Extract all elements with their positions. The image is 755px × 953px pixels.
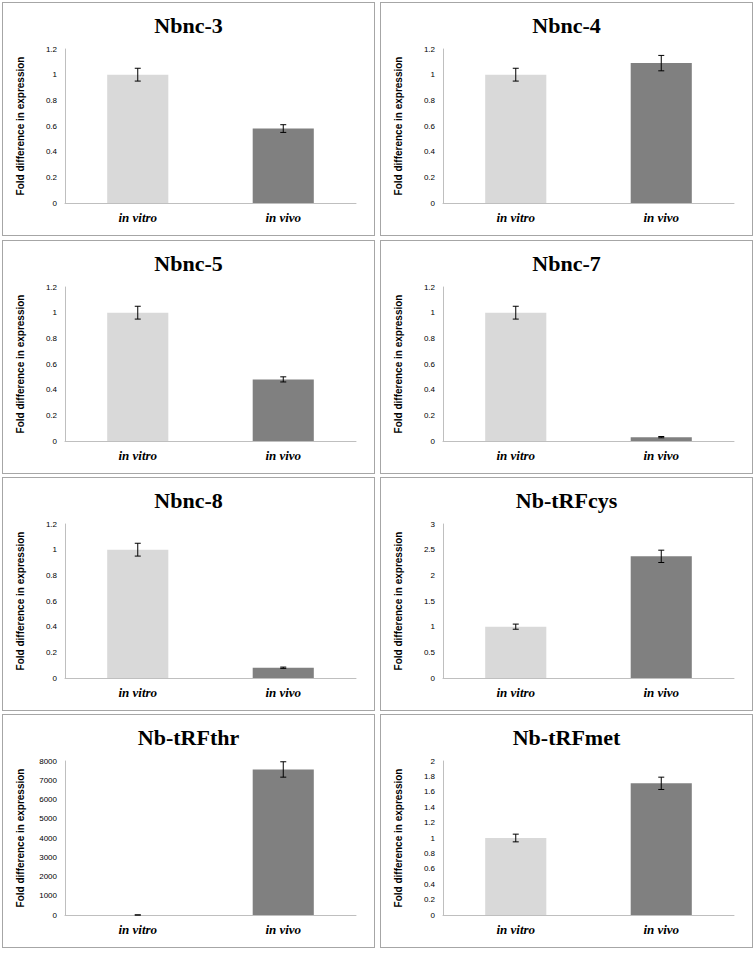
svg-text:1.2: 1.2 [46,520,58,529]
svg-text:0.8: 0.8 [424,849,436,858]
svg-text:in vivo: in vivo [265,448,301,463]
svg-text:1: 1 [431,70,436,79]
svg-text:1.5: 1.5 [424,597,436,606]
svg-text:in vivo: in vivo [265,922,301,937]
svg-text:8000: 8000 [39,757,57,766]
svg-text:Fold difference in expression: Fold difference in expression [15,532,26,671]
svg-text:0: 0 [53,674,58,683]
svg-text:Nb-tRFmet: Nb-tRFmet [513,725,621,750]
svg-text:0: 0 [431,911,436,920]
svg-text:0.8: 0.8 [46,96,58,105]
svg-text:Nbnc-4: Nbnc-4 [532,13,600,38]
svg-text:0.4: 0.4 [46,622,58,631]
svg-text:0: 0 [53,911,58,920]
svg-text:Fold difference in expression: Fold difference in expression [393,532,404,671]
svg-text:Nbnc-5: Nbnc-5 [154,251,222,276]
svg-text:in vivo: in vivo [643,210,679,225]
svg-text:1: 1 [53,308,58,317]
svg-text:0.6: 0.6 [424,864,436,873]
svg-text:1.4: 1.4 [424,803,436,812]
svg-text:6000: 6000 [39,795,57,804]
svg-text:Fold difference in expression: Fold difference in expression [15,57,26,196]
svg-text:in vitro: in vitro [118,922,157,937]
svg-text:0.6: 0.6 [424,122,436,131]
svg-text:1.2: 1.2 [46,283,58,292]
svg-text:Fold difference in expression: Fold difference in expression [393,769,404,908]
svg-text:Nb-tRFcys: Nb-tRFcys [516,488,618,513]
svg-text:0: 0 [53,199,58,208]
svg-text:1: 1 [431,834,436,843]
svg-text:1000: 1000 [39,891,57,900]
svg-text:0.6: 0.6 [46,597,58,606]
svg-text:0.5: 0.5 [424,648,436,657]
svg-text:Nbnc-3: Nbnc-3 [154,13,222,38]
svg-text:in vitro: in vitro [118,685,157,700]
svg-text:0.6: 0.6 [46,360,58,369]
svg-text:4000: 4000 [39,834,57,843]
svg-text:3: 3 [431,520,436,529]
svg-text:0.4: 0.4 [46,147,58,156]
svg-text:1.2: 1.2 [424,45,436,54]
svg-text:0: 0 [431,437,436,446]
svg-text:1.2: 1.2 [46,45,58,54]
svg-text:in vitro: in vitro [496,448,535,463]
svg-text:0.6: 0.6 [424,360,436,369]
svg-text:0.2: 0.2 [46,173,58,182]
svg-text:in vitro: in vitro [496,922,535,937]
svg-text:in vivo: in vivo [265,685,301,700]
svg-text:0: 0 [431,199,436,208]
svg-text:2: 2 [431,757,436,766]
svg-text:in vivo: in vivo [265,210,301,225]
svg-text:in vivo: in vivo [643,922,679,937]
svg-text:0.2: 0.2 [46,411,58,420]
svg-text:2.5: 2.5 [424,545,436,554]
svg-text:0.8: 0.8 [424,334,436,343]
svg-text:0: 0 [431,674,436,683]
svg-text:7000: 7000 [39,776,57,785]
svg-text:Nb-tRFthr: Nb-tRFthr [138,725,240,750]
svg-text:in vivo: in vivo [643,448,679,463]
svg-text:0.2: 0.2 [424,411,436,420]
svg-text:0.2: 0.2 [46,648,58,657]
svg-text:0.4: 0.4 [424,385,436,394]
svg-text:1: 1 [431,622,436,631]
svg-text:1: 1 [53,545,58,554]
svg-text:1.6: 1.6 [424,787,436,796]
svg-text:5000: 5000 [39,814,57,823]
svg-text:0.4: 0.4 [46,385,58,394]
svg-text:1: 1 [53,70,58,79]
svg-text:0.4: 0.4 [424,880,436,889]
svg-text:1.8: 1.8 [424,772,436,781]
svg-text:0: 0 [53,437,58,446]
svg-text:1.2: 1.2 [424,818,436,827]
svg-text:Fold difference in expression: Fold difference in expression [393,57,404,196]
svg-text:0.2: 0.2 [424,173,436,182]
svg-text:0.2: 0.2 [424,895,436,904]
svg-text:0.4: 0.4 [424,147,436,156]
svg-text:1: 1 [431,308,436,317]
svg-text:in vitro: in vitro [496,210,535,225]
svg-text:Fold difference in expression: Fold difference in expression [15,295,26,434]
svg-text:2: 2 [431,571,436,580]
svg-text:0.6: 0.6 [46,122,58,131]
svg-text:3000: 3000 [39,853,57,862]
svg-text:in vitro: in vitro [496,685,535,700]
svg-text:0.8: 0.8 [46,571,58,580]
svg-text:0.8: 0.8 [46,334,58,343]
svg-text:Fold difference in expression: Fold difference in expression [15,769,26,908]
svg-text:Nbnc-8: Nbnc-8 [154,488,222,513]
svg-text:Fold difference in expression: Fold difference in expression [393,295,404,434]
svg-text:in vivo: in vivo [643,685,679,700]
svg-text:1.2: 1.2 [424,283,436,292]
svg-text:Nbnc-7: Nbnc-7 [532,251,600,276]
svg-text:in vitro: in vitro [118,448,157,463]
svg-text:2000: 2000 [39,872,57,881]
svg-text:0.8: 0.8 [424,96,436,105]
svg-text:in vitro: in vitro [118,210,157,225]
